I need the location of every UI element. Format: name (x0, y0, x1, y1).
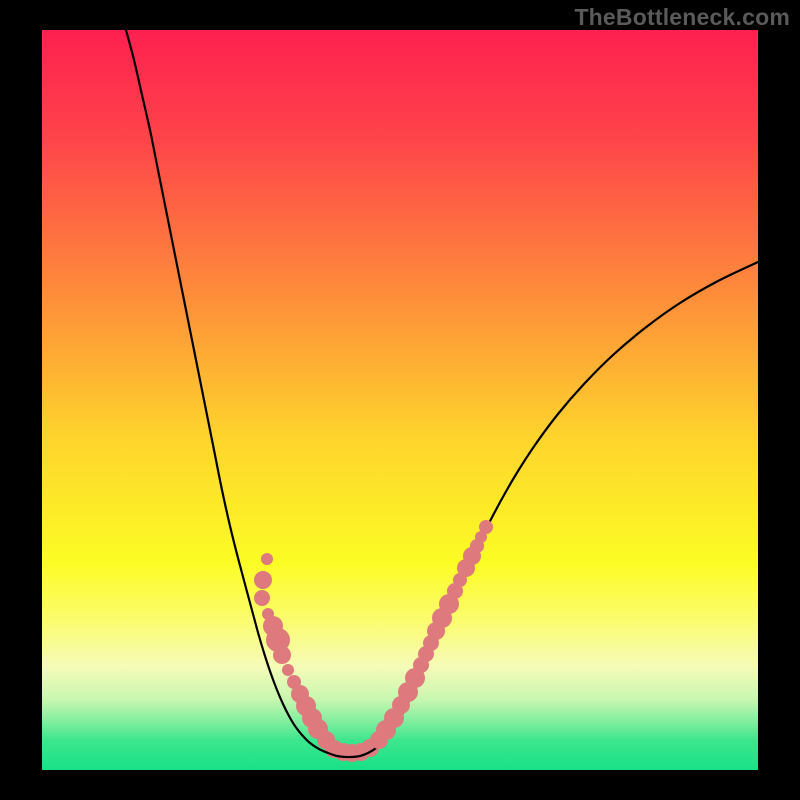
chart-frame: TheBottleneck.com (0, 0, 800, 800)
curve-left-branch (126, 30, 352, 757)
chart-marker (273, 646, 291, 664)
chart-overlay-svg (0, 0, 800, 800)
chart-marker (479, 520, 493, 534)
chart-marker (261, 553, 273, 565)
chart-marker (317, 731, 335, 749)
markers-left-limb (254, 553, 335, 749)
chart-marker (282, 664, 294, 676)
chart-marker (254, 590, 270, 606)
markers-right-limb (370, 520, 493, 749)
chart-marker (254, 571, 272, 589)
